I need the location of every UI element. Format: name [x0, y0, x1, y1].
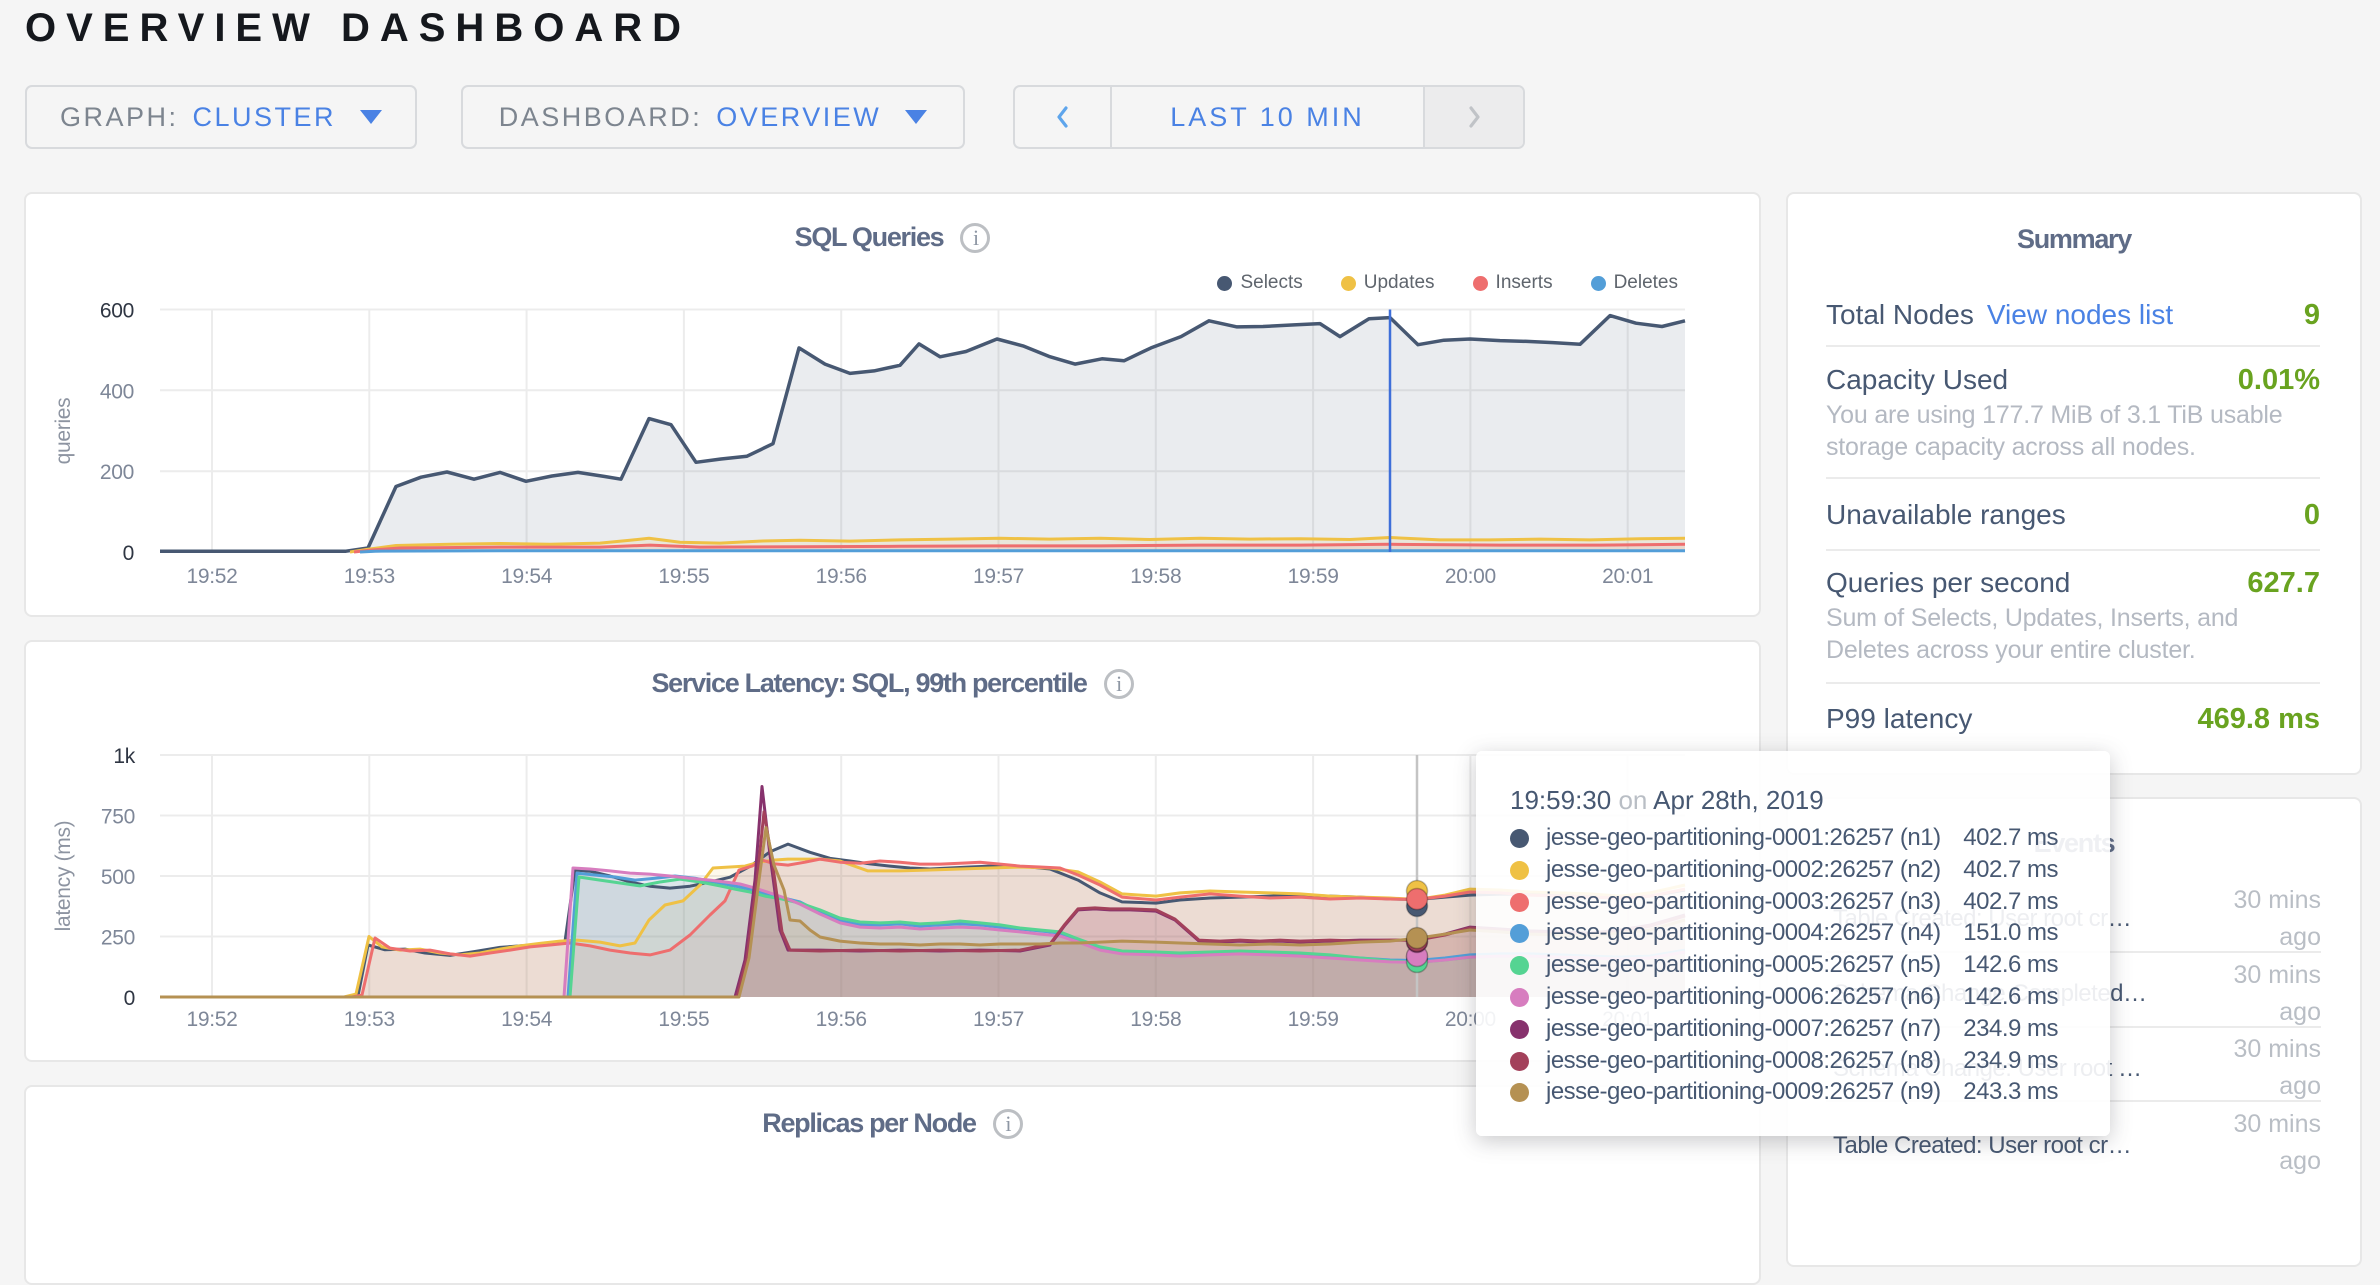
svg-text:19:52: 19:52: [186, 565, 237, 588]
svg-text:19:55: 19:55: [658, 1008, 709, 1031]
svg-text:19:52: 19:52: [186, 1008, 237, 1031]
svg-text:20:01: 20:01: [1602, 565, 1653, 588]
svg-text:0: 0: [124, 987, 135, 1010]
svg-text:19:54: 19:54: [501, 565, 553, 588]
svg-text:19:58: 19:58: [1130, 565, 1181, 588]
svg-text:200: 200: [100, 461, 134, 484]
svg-text:600: 600: [100, 300, 134, 323]
svg-text:400: 400: [100, 380, 134, 403]
svg-text:latency (ms): latency (ms): [52, 821, 75, 932]
svg-text:750: 750: [101, 806, 135, 829]
svg-text:19:57: 19:57: [973, 565, 1024, 588]
svg-text:19:58: 19:58: [1130, 1008, 1181, 1031]
svg-text:19:53: 19:53: [344, 565, 395, 588]
svg-text:19:59: 19:59: [1288, 1008, 1339, 1031]
svg-text:19:55: 19:55: [658, 565, 709, 588]
svg-text:250: 250: [101, 927, 135, 950]
svg-text:19:57: 19:57: [973, 1008, 1024, 1031]
svg-text:queries: queries: [52, 398, 75, 465]
svg-text:19:53: 19:53: [344, 1008, 395, 1031]
svg-text:1k: 1k: [113, 745, 135, 768]
svg-text:0: 0: [123, 542, 134, 565]
svg-text:19:54: 19:54: [501, 1008, 553, 1031]
svg-text:19:56: 19:56: [816, 1008, 867, 1031]
svg-text:500: 500: [101, 866, 135, 889]
svg-text:20:00: 20:00: [1445, 565, 1496, 588]
svg-text:19:59: 19:59: [1288, 565, 1339, 588]
svg-text:19:56: 19:56: [816, 565, 867, 588]
